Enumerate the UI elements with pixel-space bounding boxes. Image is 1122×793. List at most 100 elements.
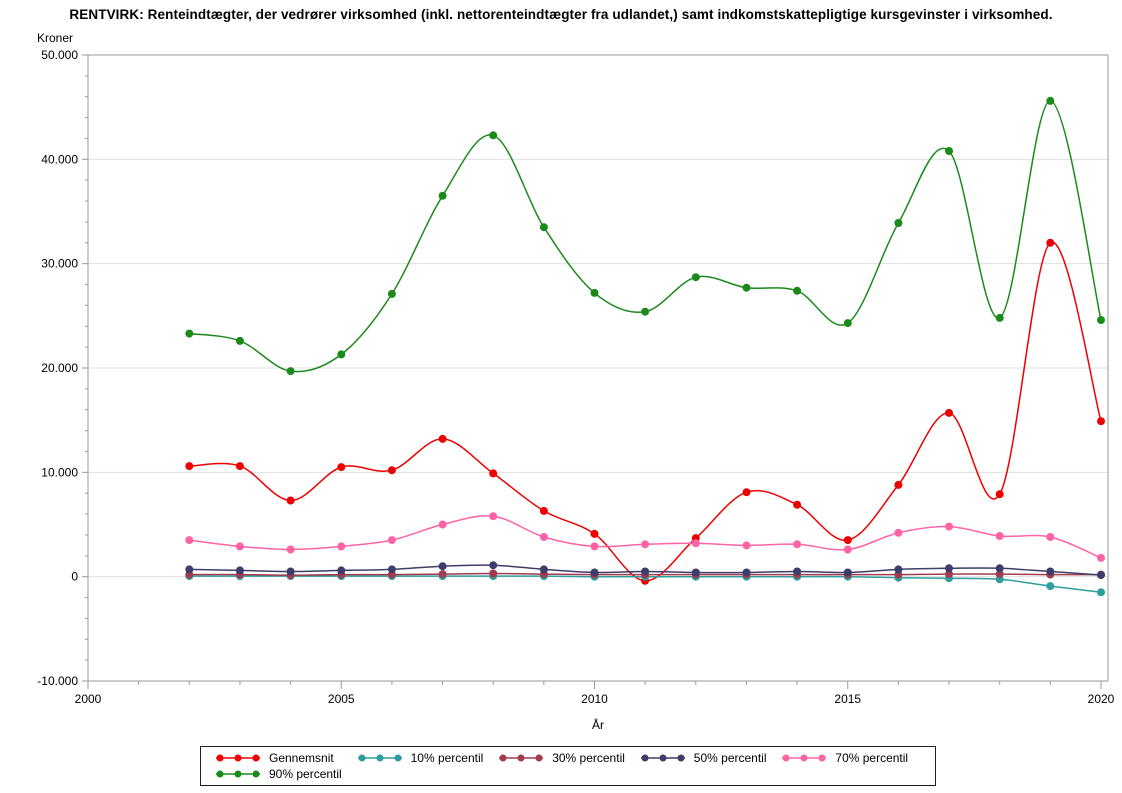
data-point [995, 313, 1004, 322]
data-point [691, 273, 700, 282]
data-point [691, 568, 700, 577]
data-point [337, 463, 346, 472]
data-point [235, 336, 244, 345]
data-point [843, 319, 852, 328]
x-axis-label: År [592, 718, 604, 732]
series-gennemsnit [185, 238, 1105, 585]
y-tick-label: 20.000 [41, 361, 78, 375]
y-axis: 50.000 40.000 30.000 20.000 10.000 0 -10.000 [37, 48, 88, 688]
data-point [590, 568, 599, 577]
series-70-percentil [185, 512, 1105, 562]
legend-item-30-percentil: 30% percentil [498, 751, 640, 765]
data-point [742, 541, 751, 550]
data-point [438, 434, 447, 443]
page-title: RENTVIRK: Renteindtægter, der vedrører v… [69, 7, 1053, 22]
data-point [590, 542, 599, 551]
data-point [742, 488, 751, 497]
data-point [945, 564, 953, 573]
series-50-percentil [185, 561, 1105, 580]
legend-marker-icon [782, 754, 827, 762]
data-point [641, 567, 650, 576]
data-point [995, 532, 1004, 540]
data-point [995, 490, 1004, 499]
y-tick-label: 0 [71, 570, 78, 584]
data-point [1097, 417, 1105, 426]
data-point [995, 564, 1004, 573]
data-point [337, 542, 346, 551]
legend-marker-icon [216, 754, 260, 762]
legend-label: 10% percentil [410, 751, 484, 765]
data-point [945, 522, 953, 531]
data-point [641, 307, 650, 316]
legend-item-70-percentil: 70% percentil [781, 751, 923, 765]
data-point [894, 480, 903, 489]
data-point [337, 566, 346, 575]
x-tick-label: 2010 [581, 692, 608, 706]
data-point [1046, 582, 1055, 591]
y-tick-label: 50.000 [41, 48, 78, 62]
data-point [387, 536, 396, 545]
legend-marker-icon [499, 754, 544, 762]
data-point [286, 545, 295, 554]
data-point [691, 539, 700, 548]
data-point [489, 131, 498, 140]
data-point [185, 536, 194, 545]
legend-item-50-percentil: 50% percentil [640, 751, 782, 765]
legend-item-90-percentil: 90% percentil [215, 767, 357, 781]
data-point [742, 283, 751, 292]
data-point [438, 562, 447, 571]
data-point [793, 500, 802, 509]
data-point [1097, 316, 1105, 324]
y-tick-label: -10.000 [37, 674, 78, 688]
data-point [945, 408, 953, 417]
data-point [286, 567, 295, 576]
gridlines [88, 158, 1108, 682]
legend-label: 50% percentil [693, 751, 767, 765]
data-point [641, 540, 650, 549]
legend-marker-icon [357, 754, 402, 762]
data-point [1046, 533, 1055, 541]
data-point [438, 191, 447, 200]
data-point [945, 147, 953, 155]
data-point [1046, 567, 1055, 576]
series-line [189, 515, 1102, 559]
data-point [742, 568, 751, 577]
data-point [286, 496, 295, 505]
data-point [843, 568, 852, 577]
x-axis: 2000 2005 2010 2015 2020 [75, 681, 1115, 706]
data-point [843, 545, 852, 554]
data-point [438, 520, 447, 529]
x-tick-label: 2005 [328, 692, 355, 706]
data-point [843, 536, 852, 545]
x-tick-label: 2015 [834, 692, 861, 706]
data-point [235, 566, 244, 575]
data-point [438, 570, 447, 579]
legend: Gennemsnit 10% percentil 30% percentil 50% … [200, 746, 936, 786]
data-point [539, 223, 548, 232]
y-tick-label: 40.000 [41, 152, 78, 166]
data-point [590, 288, 599, 297]
legend-item-10-percentil: 10% percentil [357, 751, 499, 765]
data-point [185, 462, 194, 471]
data-point [894, 565, 903, 574]
data-point [235, 462, 244, 471]
data-point [489, 512, 498, 521]
data-point [945, 570, 953, 579]
data-point [489, 569, 498, 578]
x-tick-label: 2020 [1088, 692, 1115, 706]
data-point [1046, 238, 1055, 247]
data-point [1097, 588, 1105, 597]
data-point [793, 540, 802, 549]
data-point [235, 542, 244, 551]
legend-label: 90% percentil [269, 767, 342, 781]
data-point [894, 528, 903, 537]
legend-label: Gennemsnit [269, 751, 334, 765]
data-point [337, 350, 346, 359]
data-point [539, 506, 548, 515]
data-point [185, 329, 194, 338]
data-point [1097, 553, 1105, 562]
data-point [1046, 96, 1055, 105]
data-point [793, 567, 802, 576]
x-tick-label: 2000 [75, 692, 102, 706]
